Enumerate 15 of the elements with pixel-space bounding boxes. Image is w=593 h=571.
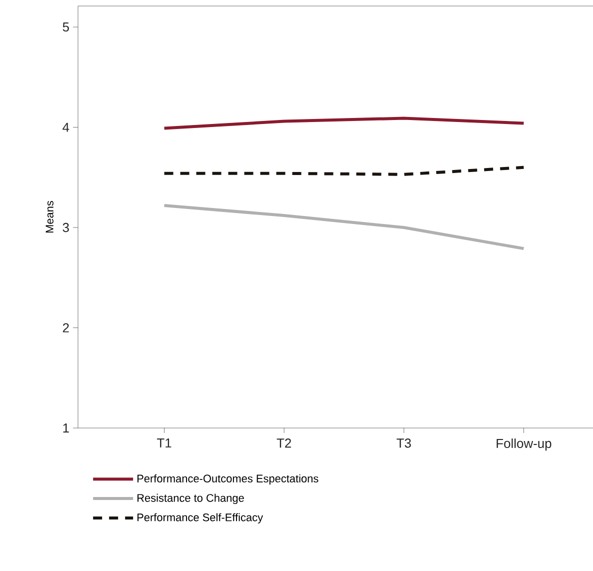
y-tick-label: 2	[62, 323, 69, 332]
y-tick-label: 4	[62, 122, 70, 132]
y-axis-title: Means	[46, 200, 54, 233]
x-tick-label: T2	[276, 438, 291, 448]
line-series	[162, 204, 526, 250]
x-tick-label: T3	[396, 438, 411, 448]
line-series	[162, 116, 526, 130]
legend-label: Performance-Outcomes Espectations	[137, 474, 318, 485]
y-tick-label: 5	[62, 22, 69, 32]
x-tick-label: T1	[157, 438, 172, 448]
legend-label: Resistance to Change	[137, 494, 244, 504]
y-tick-label: 3	[62, 222, 69, 232]
y-tick-label: 1	[63, 424, 69, 432]
legend-label: Performance Self-Efficacy	[137, 513, 264, 524]
x-tick-label: Follow-up	[496, 438, 552, 451]
